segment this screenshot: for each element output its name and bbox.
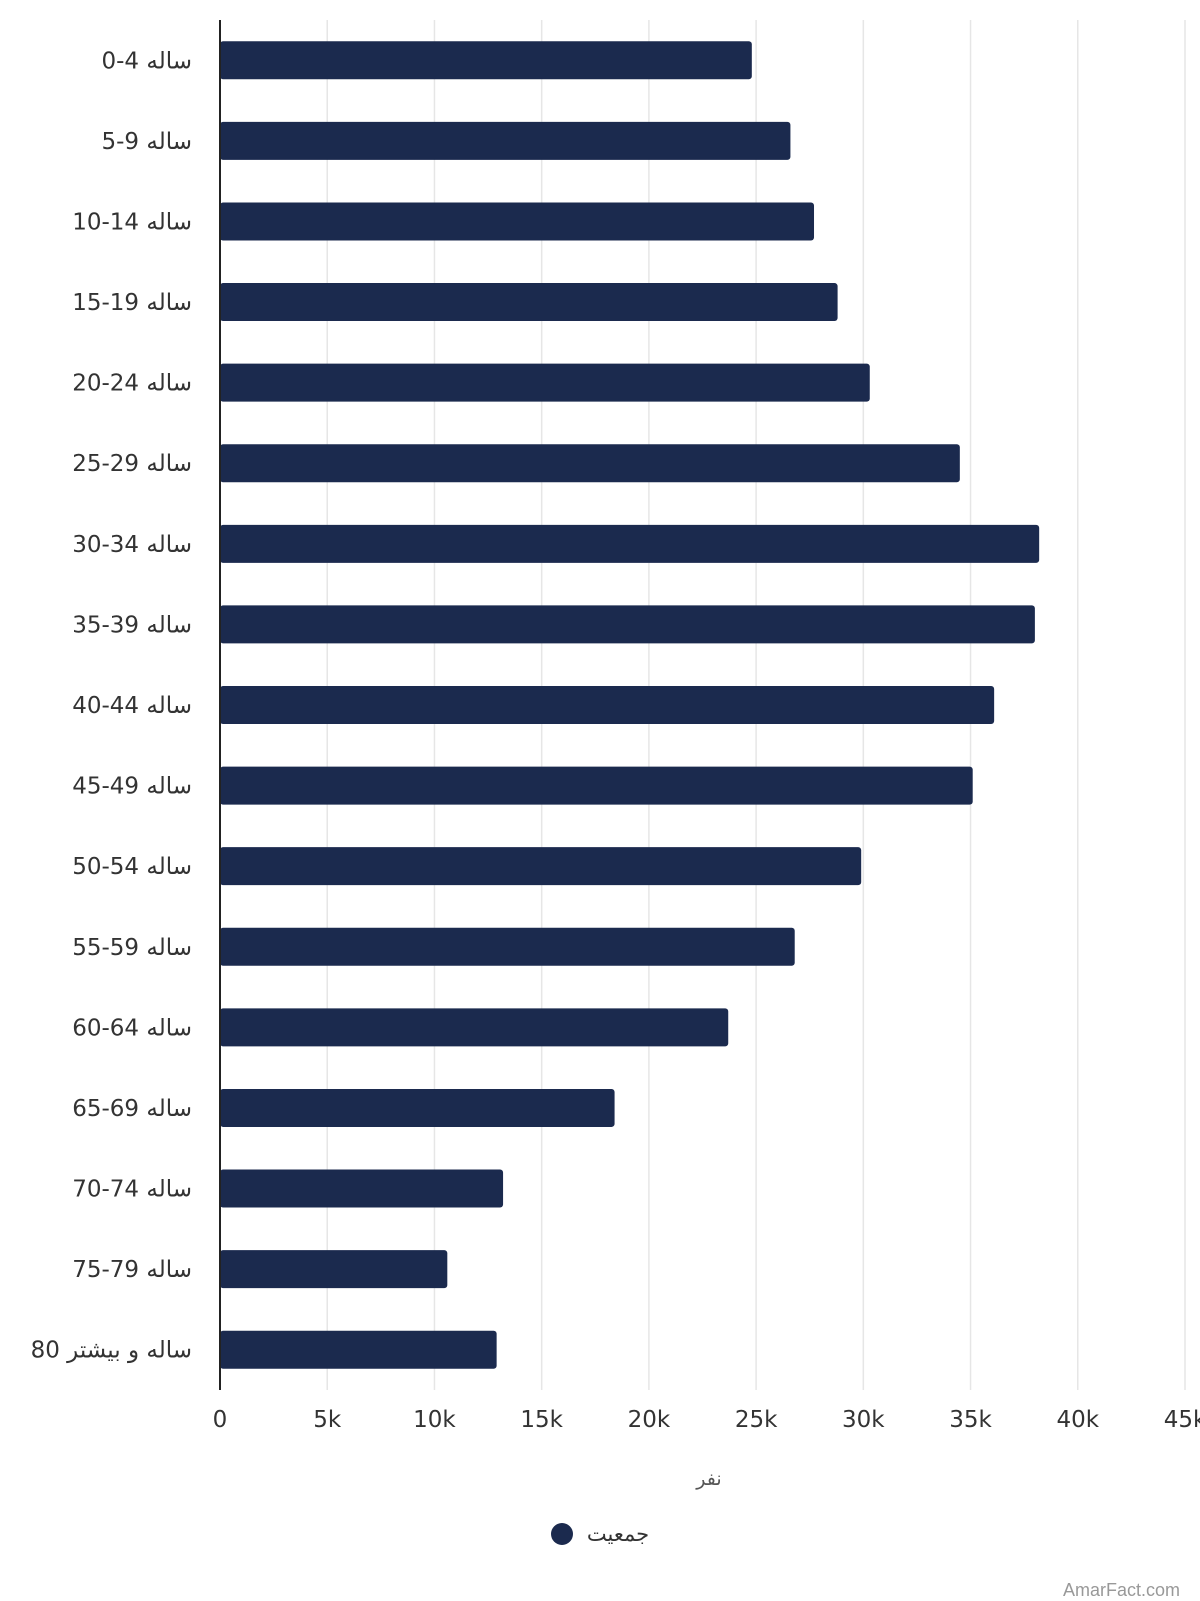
bar[interactable] — [220, 847, 862, 886]
bars — [220, 41, 1040, 1369]
bar[interactable] — [220, 363, 870, 402]
x-tick-labels: 0 5k 10k 15k 20k 25k 30k 35k 40k 45k — [213, 1407, 1200, 1433]
category-label: 50-54 ساله — [72, 854, 192, 880]
x-tick-label: 5k — [313, 1407, 342, 1433]
category-label: 5-9 ساله — [101, 129, 192, 155]
category-label: 75-79 ساله — [72, 1257, 192, 1283]
x-tick-label: 40k — [1056, 1407, 1099, 1433]
x-tick-label: 45k — [1164, 1407, 1200, 1433]
bar[interactable] — [220, 927, 795, 966]
category-label: 65-69 ساله — [72, 1096, 192, 1122]
category-label: 55-59 ساله — [72, 935, 192, 961]
bar[interactable] — [220, 121, 791, 160]
category-label: 45-49 ساله — [72, 774, 192, 800]
category-label: 60-64 ساله — [72, 1015, 192, 1041]
bar[interactable] — [220, 1250, 448, 1289]
x-tick-label: 10k — [413, 1407, 456, 1433]
bar[interactable] — [220, 1008, 729, 1047]
bar[interactable] — [220, 444, 960, 483]
category-label: 30-34 ساله — [72, 532, 192, 558]
category-label: 40-44 ساله — [72, 693, 192, 719]
bar[interactable] — [220, 766, 973, 805]
bar[interactable] — [220, 202, 815, 241]
bar[interactable] — [220, 1330, 497, 1369]
x-tick-label: 0 — [213, 1407, 228, 1433]
category-label: 25-29 ساله — [72, 451, 192, 477]
category-label: 35-39 ساله — [72, 612, 192, 638]
x-tick-label: 15k — [520, 1407, 563, 1433]
category-label: 20-24 ساله — [72, 371, 192, 397]
legend-swatch — [550, 1523, 573, 1545]
x-axis-title: نفر — [695, 1468, 721, 1490]
bar[interactable] — [220, 686, 995, 724]
x-tick-label: 20k — [628, 1407, 671, 1433]
bar[interactable] — [220, 1169, 504, 1208]
legend-label: جمعیت — [586, 1522, 650, 1546]
x-tick-label: 25k — [735, 1407, 778, 1433]
category-label: 80 ساله و بیشتر — [31, 1338, 192, 1364]
bar[interactable] — [220, 1088, 615, 1127]
bar[interactable] — [220, 283, 838, 322]
x-tick-label: 30k — [842, 1407, 885, 1433]
category-labels: 0-4 ساله 5-9 ساله 10-14 ساله 15-19 ساله 20-2… — [31, 48, 192, 1363]
category-label: 0-4 ساله — [101, 48, 192, 74]
category-label: 10-14 ساله — [72, 209, 192, 235]
bar[interactable] — [220, 605, 1035, 644]
x-tick-label: 35k — [949, 1407, 992, 1433]
legend[interactable]: جمعیت — [0, 1522, 1200, 1546]
category-label: 70-74 ساله — [72, 1177, 192, 1203]
category-label: 15-19 ساله — [72, 290, 192, 316]
source-credit: AmarFact.com — [1062, 1580, 1180, 1600]
bar[interactable] — [220, 524, 1040, 563]
bar[interactable] — [220, 41, 752, 80]
